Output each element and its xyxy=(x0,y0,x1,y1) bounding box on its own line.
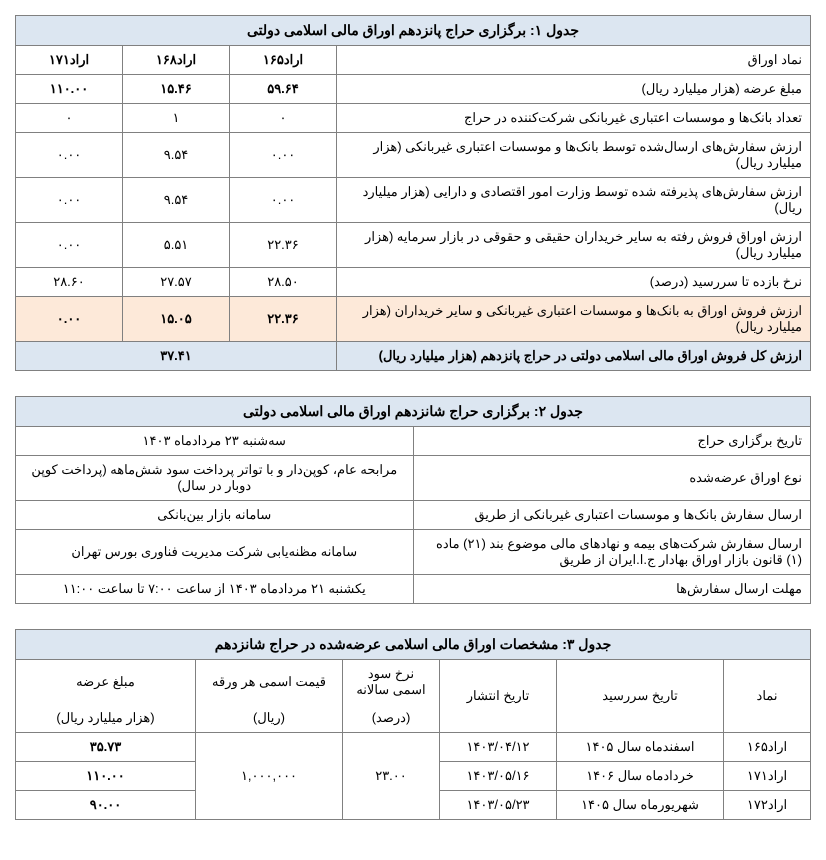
table1-title: جدول ۱: برگزاری حراج پانزدهم اوراق مالی … xyxy=(16,16,811,46)
t3-issue: ۱۴۰۳/۰۵/۲۳ xyxy=(440,791,557,820)
t1-h2: اراد۱۶۸ xyxy=(123,46,230,75)
table-auction-15: جدول ۱: برگزاری حراج پانزدهم اوراق مالی … xyxy=(15,15,811,371)
table-row-val: ۱ xyxy=(123,104,230,133)
t3-amount: ۱۱۰.۰۰ xyxy=(16,762,196,791)
t3-price: ۱,۰۰۰,۰۰۰ xyxy=(196,733,343,820)
table-row-val: ۲۲.۳۶ xyxy=(230,223,337,268)
t3-h-amount: مبلغ عرضه xyxy=(16,660,196,705)
table-row-val: ۱۱۰.۰۰ xyxy=(16,75,123,104)
table-row-val: ۵۹.۶۴ xyxy=(230,75,337,104)
table-row-label: تاریخ برگزاری حراج xyxy=(413,427,811,456)
table-row-val: ۰ xyxy=(16,104,123,133)
t1-pink-v2: ۰.۰۰ xyxy=(16,297,123,342)
table-row-val: ۰.۰۰ xyxy=(230,178,337,223)
table-row-val: ۲۸.۶۰ xyxy=(16,268,123,297)
t3-maturity: شهریورماه سال ۱۴۰۵ xyxy=(557,791,724,820)
table-row-label: مهلت ارسال سفارش‌ها xyxy=(413,575,811,604)
t3-maturity: اسفندماه سال ۱۴۰۵ xyxy=(557,733,724,762)
t3-symbol: اراد۱۷۱ xyxy=(724,762,811,791)
t1-h0: نماد اوراق xyxy=(337,46,811,75)
t1-total-value: ۳۷.۴۱ xyxy=(16,342,337,371)
table-row-val: ۲۷.۵۷ xyxy=(123,268,230,297)
table-row-val: سامانه بازار بین‌بانکی xyxy=(16,501,414,530)
t3-symbol: اراد۱۶۵ xyxy=(724,733,811,762)
t3-symbol: اراد۱۷۲ xyxy=(724,791,811,820)
table-row-val: ۰.۰۰ xyxy=(16,223,123,268)
t1-h1: اراد۱۶۵ xyxy=(230,46,337,75)
table-row-label: نرخ بازده تا سررسید (درصد) xyxy=(337,268,811,297)
t3-h-issue: تاریخ انتشار xyxy=(440,660,557,733)
table-row-val: ۰ xyxy=(230,104,337,133)
t3-maturity: خردادماه سال ۱۴۰۶ xyxy=(557,762,724,791)
table-row-val: ۰.۰۰ xyxy=(230,133,337,178)
table2-title: جدول ۲: برگزاری حراج شانزدهم اوراق مالی … xyxy=(16,397,811,427)
t1-h3: اراد۱۷۱ xyxy=(16,46,123,75)
table-row-val: ۹.۵۴ xyxy=(123,133,230,178)
table-row-val: ۹.۵۴ xyxy=(123,178,230,223)
table-row-val: مرابحه عام، کوپن‌دار و با تواتر پرداخت س… xyxy=(16,456,414,501)
table-row-val: یکشنبه ۲۱ مردادماه ۱۴۰۳ از ساعت ۷:۰۰ تا … xyxy=(16,575,414,604)
table-row-val: ۲۸.۵۰ xyxy=(230,268,337,297)
table-row-label: ارزش اوراق فروش رفته به سایر خریداران حق… xyxy=(337,223,811,268)
t3-h-rate-unit: (درصد) xyxy=(343,704,440,733)
table-row-val: ۰.۰۰ xyxy=(16,133,123,178)
t1-pink-v1: ۱۵.۰۵ xyxy=(123,297,230,342)
table-row-label: ارسال سفارش بانک‌ها و موسسات اعتباری غیر… xyxy=(413,501,811,530)
table3-title: جدول ۳: مشخصات اوراق مالی اسلامی عرضه‌شد… xyxy=(16,630,811,660)
t3-issue: ۱۴۰۳/۰۴/۱۲ xyxy=(440,733,557,762)
t3-rate: ۲۳.۰۰ xyxy=(343,733,440,820)
table-row-val: ۵.۵۱ xyxy=(123,223,230,268)
table-row-label: تعداد بانک‌ها و موسسات اعتباری غیربانکی … xyxy=(337,104,811,133)
table-row-val: سه‌شنبه ۲۳ مردادماه ۱۴۰۳ xyxy=(16,427,414,456)
t3-h-price: قیمت اسمی هر ورقه xyxy=(196,660,343,705)
table-row-label: نوع اوراق عرضه‌شده xyxy=(413,456,811,501)
t3-h-symbol: نماد xyxy=(724,660,811,733)
table-row-val: ۱۵.۴۶ xyxy=(123,75,230,104)
t1-pink-label: ارزش فروش اوراق به بانک‌ها و موسسات اعتب… xyxy=(337,297,811,342)
table-row-label: ارسال سفارش شرکت‌های بیمه و نهادهای مالی… xyxy=(413,530,811,575)
t3-amount: ۹۰.۰۰ xyxy=(16,791,196,820)
t3-h-rate: نرخ سود اسمی سالانه xyxy=(343,660,440,705)
t3-h-maturity: تاریخ سررسید xyxy=(557,660,724,733)
table-row-label: ارزش سفارش‌های پذیرفته شده توسط وزارت ام… xyxy=(337,178,811,223)
t1-pink-v0: ۲۲.۳۶ xyxy=(230,297,337,342)
table-row-val: ۰.۰۰ xyxy=(16,178,123,223)
t3-amount: ۳۵.۷۳ xyxy=(16,733,196,762)
table-row-label: ارزش سفارش‌های ارسال‌شده توسط بانک‌ها و … xyxy=(337,133,811,178)
t1-total-label: ارزش کل فروش اوراق مالی اسلامی دولتی در … xyxy=(337,342,811,371)
table-securities-16: جدول ۳: مشخصات اوراق مالی اسلامی عرضه‌شد… xyxy=(15,629,811,820)
t3-h-amount-unit: (هزار میلیارد ریال) xyxy=(16,704,196,733)
t3-issue: ۱۴۰۳/۰۵/۱۶ xyxy=(440,762,557,791)
t3-h-price-unit: (ریال) xyxy=(196,704,343,733)
table-auction-16: جدول ۲: برگزاری حراج شانزدهم اوراق مالی … xyxy=(15,396,811,604)
table-row-label: مبلغ عرضه (هزار میلیارد ریال) xyxy=(337,75,811,104)
table-row-val: سامانه مظنه‌یابی شرکت مدیریت فناوری بورس… xyxy=(16,530,414,575)
